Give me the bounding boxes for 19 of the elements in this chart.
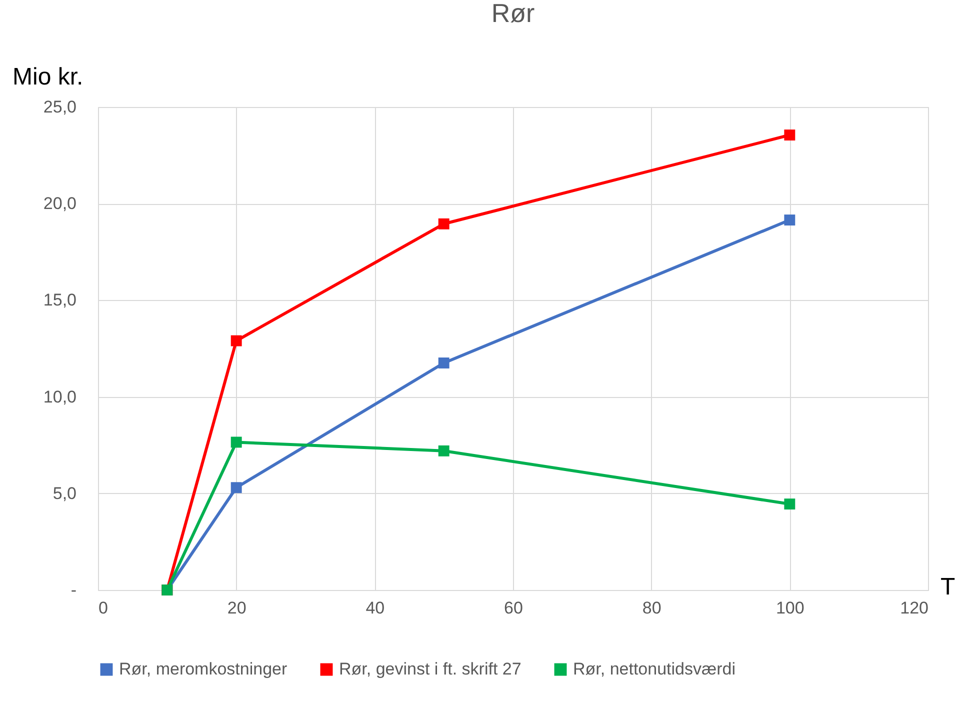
x-axis-title: T [940,574,956,600]
x-tick-label: 80 [642,598,662,618]
y-axis-title: Mio kr. [12,64,84,90]
x-tick-label: 0 [98,598,108,618]
x-tick-label: 120 [900,598,928,618]
legend-label: Rør, meromkostninger [119,660,288,679]
y-tick-label: 25,0 [43,98,76,116]
y-tick-label: 20,0 [43,194,76,214]
x-tick-label: 40 [366,598,385,618]
x-tick-label: 60 [504,598,523,618]
y-tick-label: 15,0 [43,290,76,310]
x-tick-label: 100 [776,598,804,618]
legend-label: Rør, gevinst i ft. skrift 27 [339,660,522,679]
legend-label: Rør, nettonutidsværdi [573,660,736,679]
y-tick-label: - [70,580,76,600]
y-tick-label: 5,0 [52,484,76,503]
y-tick-label: 10,0 [43,387,76,406]
x-tick-label: 20 [227,598,246,618]
chart-title: Rør [491,0,535,28]
